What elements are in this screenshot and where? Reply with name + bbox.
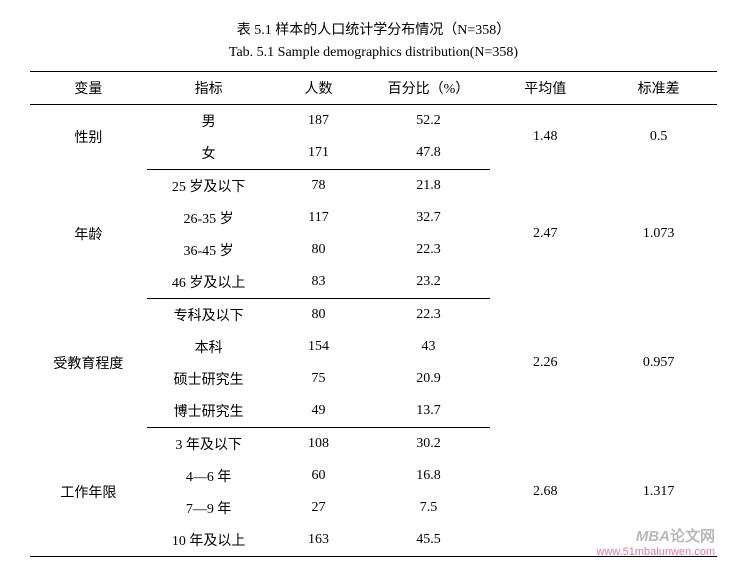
cell-indicator: 男 — [147, 104, 271, 137]
header-indicator: 指标 — [147, 71, 271, 104]
cell-indicator: 硕士研究生 — [147, 363, 271, 395]
cell-percent: 7.5 — [367, 492, 491, 524]
cell-percent: 47.8 — [367, 137, 491, 170]
cell-percent: 22.3 — [367, 234, 491, 266]
cell-count: 108 — [270, 427, 366, 460]
cell-count: 171 — [270, 137, 366, 170]
cell-count: 163 — [270, 524, 366, 557]
cell-indicator: 46 岁及以上 — [147, 266, 271, 299]
cell-count: 80 — [270, 234, 366, 266]
table-row: 受教育程度专科及以下8022.32.260.957 — [30, 298, 717, 331]
cell-count: 27 — [270, 492, 366, 524]
table-row: 性别男18752.21.480.5 — [30, 104, 717, 137]
cell-sd: 1.317 — [600, 427, 717, 556]
table-caption: 表 5.1 样本的人口统计学分布情况（N=358） Tab. 5.1 Sampl… — [30, 20, 717, 65]
cell-sd: 1.073 — [600, 169, 717, 298]
table-header-row: 变量 指标 人数 百分比（%） 平均值 标准差 — [30, 71, 717, 104]
cell-count: 80 — [270, 298, 366, 331]
cell-indicator: 专科及以下 — [147, 298, 271, 331]
cell-indicator: 女 — [147, 137, 271, 170]
demographics-table: 变量 指标 人数 百分比（%） 平均值 标准差 性别男18752.21.480.… — [30, 71, 717, 557]
caption-en: Tab. 5.1 Sample demographics distributio… — [30, 42, 717, 64]
cell-percent: 23.2 — [367, 266, 491, 299]
cell-percent: 20.9 — [367, 363, 491, 395]
cell-percent: 43 — [367, 331, 491, 363]
header-variable: 变量 — [30, 71, 147, 104]
cell-percent: 21.8 — [367, 169, 491, 202]
cell-mean: 2.26 — [490, 298, 600, 427]
cell-percent: 32.7 — [367, 202, 491, 234]
cell-variable: 年龄 — [30, 169, 147, 298]
cell-indicator: 博士研究生 — [147, 395, 271, 428]
table-row: 工作年限3 年及以下10830.22.681.317 — [30, 427, 717, 460]
header-sd: 标准差 — [600, 71, 717, 104]
table-body: 性别男18752.21.480.5女17147.8年龄25 岁及以下7821.8… — [30, 104, 717, 556]
cell-count: 187 — [270, 104, 366, 137]
header-mean: 平均值 — [490, 71, 600, 104]
cell-percent: 22.3 — [367, 298, 491, 331]
cell-indicator: 3 年及以下 — [147, 427, 271, 460]
cell-variable: 工作年限 — [30, 427, 147, 556]
cell-percent: 16.8 — [367, 460, 491, 492]
cell-mean: 2.47 — [490, 169, 600, 298]
cell-indicator: 7—9 年 — [147, 492, 271, 524]
cell-percent: 52.2 — [367, 104, 491, 137]
cell-indicator: 26-35 岁 — [147, 202, 271, 234]
cell-count: 154 — [270, 331, 366, 363]
cell-indicator: 10 年及以上 — [147, 524, 271, 557]
caption-zh: 表 5.1 样本的人口统计学分布情况（N=358） — [30, 20, 717, 42]
cell-sd: 0.5 — [600, 104, 717, 169]
cell-count: 49 — [270, 395, 366, 428]
cell-variable: 受教育程度 — [30, 298, 147, 427]
cell-count: 83 — [270, 266, 366, 299]
cell-count: 60 — [270, 460, 366, 492]
cell-variable: 性别 — [30, 104, 147, 169]
cell-percent: 45.5 — [367, 524, 491, 557]
cell-indicator: 36-45 岁 — [147, 234, 271, 266]
cell-indicator: 25 岁及以下 — [147, 169, 271, 202]
cell-mean: 2.68 — [490, 427, 600, 556]
table-row: 年龄25 岁及以下7821.82.471.073 — [30, 169, 717, 202]
cell-indicator: 本科 — [147, 331, 271, 363]
header-count: 人数 — [270, 71, 366, 104]
header-percent: 百分比（%） — [367, 71, 491, 104]
cell-mean: 1.48 — [490, 104, 600, 169]
cell-count: 78 — [270, 169, 366, 202]
cell-sd: 0.957 — [600, 298, 717, 427]
cell-indicator: 4—6 年 — [147, 460, 271, 492]
cell-percent: 13.7 — [367, 395, 491, 428]
cell-count: 75 — [270, 363, 366, 395]
cell-count: 117 — [270, 202, 366, 234]
cell-percent: 30.2 — [367, 427, 491, 460]
